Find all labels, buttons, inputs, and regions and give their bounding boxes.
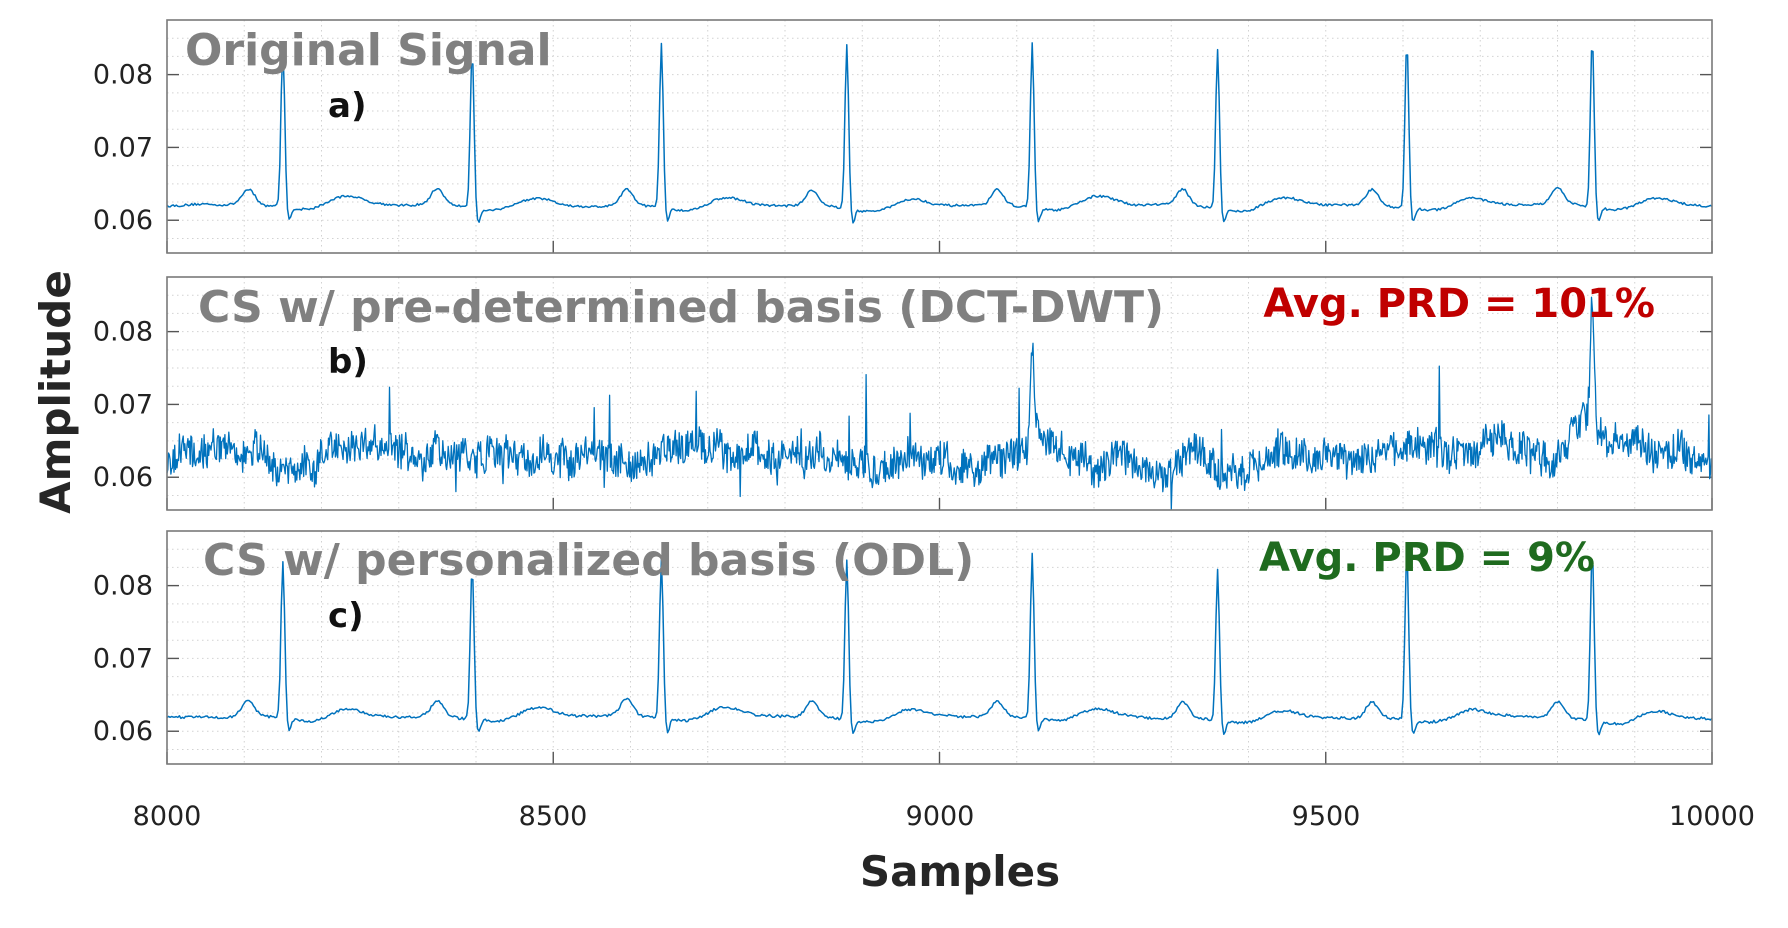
x-tick-label: 9500 bbox=[1292, 801, 1361, 832]
y-tick-label: 0.06 bbox=[93, 205, 153, 236]
x-tick-labels: 8000 8500 9000 9500 10000 bbox=[133, 801, 1755, 832]
x-tick-label: 10000 bbox=[1669, 801, 1755, 832]
ecg-series-line bbox=[166, 42, 1713, 224]
x-tick-label: 8500 bbox=[519, 801, 588, 832]
panel-a-grid bbox=[167, 20, 1712, 253]
x-tick-label: 8000 bbox=[133, 801, 202, 832]
panel-b-grid bbox=[167, 277, 1712, 510]
panel-a-yticks: 0.06 0.07 0.08 bbox=[93, 60, 1713, 253]
y-tick-label: 0.07 bbox=[93, 389, 153, 420]
y-tick-label: 0.07 bbox=[93, 643, 153, 674]
panel-c: 0.06 0.07 0.08 CS w/ personalized basis (O… bbox=[93, 530, 1713, 765]
panel-b: 0.06 0.07 0.08 CS w/ pre-determined basis … bbox=[93, 276, 1713, 511]
panel-c-prd: Avg. PRD = 9% bbox=[1259, 535, 1595, 581]
panel-a-trace bbox=[166, 42, 1713, 224]
ecg-series-line bbox=[166, 296, 1713, 510]
panel-c-yticks: 0.06 0.07 0.08 bbox=[93, 571, 1713, 764]
panel-c-grid bbox=[167, 531, 1712, 764]
x-axis-label: Samples bbox=[860, 847, 1060, 896]
panel-c-letter: c) bbox=[328, 596, 364, 636]
panel-b-title: CS w/ pre-determined basis (DCT-DWT) bbox=[198, 282, 1164, 333]
panel-b-prd: Avg. PRD = 101% bbox=[1263, 281, 1655, 327]
y-tick-label: 0.08 bbox=[93, 60, 153, 91]
panel-b-yticks: 0.06 0.07 0.08 bbox=[93, 317, 1713, 510]
y-tick-label: 0.08 bbox=[93, 317, 153, 348]
panel-a: 0.06 0.07 0.08 Original Signal a) bbox=[93, 19, 1713, 254]
panel-c-title: CS w/ personalized basis (ODL) bbox=[203, 535, 974, 586]
y-tick-label: 0.06 bbox=[93, 462, 153, 493]
x-tick-label: 9000 bbox=[906, 801, 975, 832]
panel-b-trace bbox=[166, 296, 1713, 510]
y-axis-label: Amplitude bbox=[31, 270, 80, 514]
panel-a-title: Original Signal bbox=[185, 25, 552, 76]
y-tick-label: 0.08 bbox=[93, 571, 153, 602]
y-tick-label: 0.07 bbox=[93, 132, 153, 163]
ecg-series-line bbox=[166, 552, 1713, 736]
y-tick-label: 0.06 bbox=[93, 716, 153, 747]
panel-c-trace bbox=[166, 552, 1713, 736]
panel-b-letter: b) bbox=[328, 342, 368, 382]
panel-a-letter: a) bbox=[328, 86, 366, 126]
